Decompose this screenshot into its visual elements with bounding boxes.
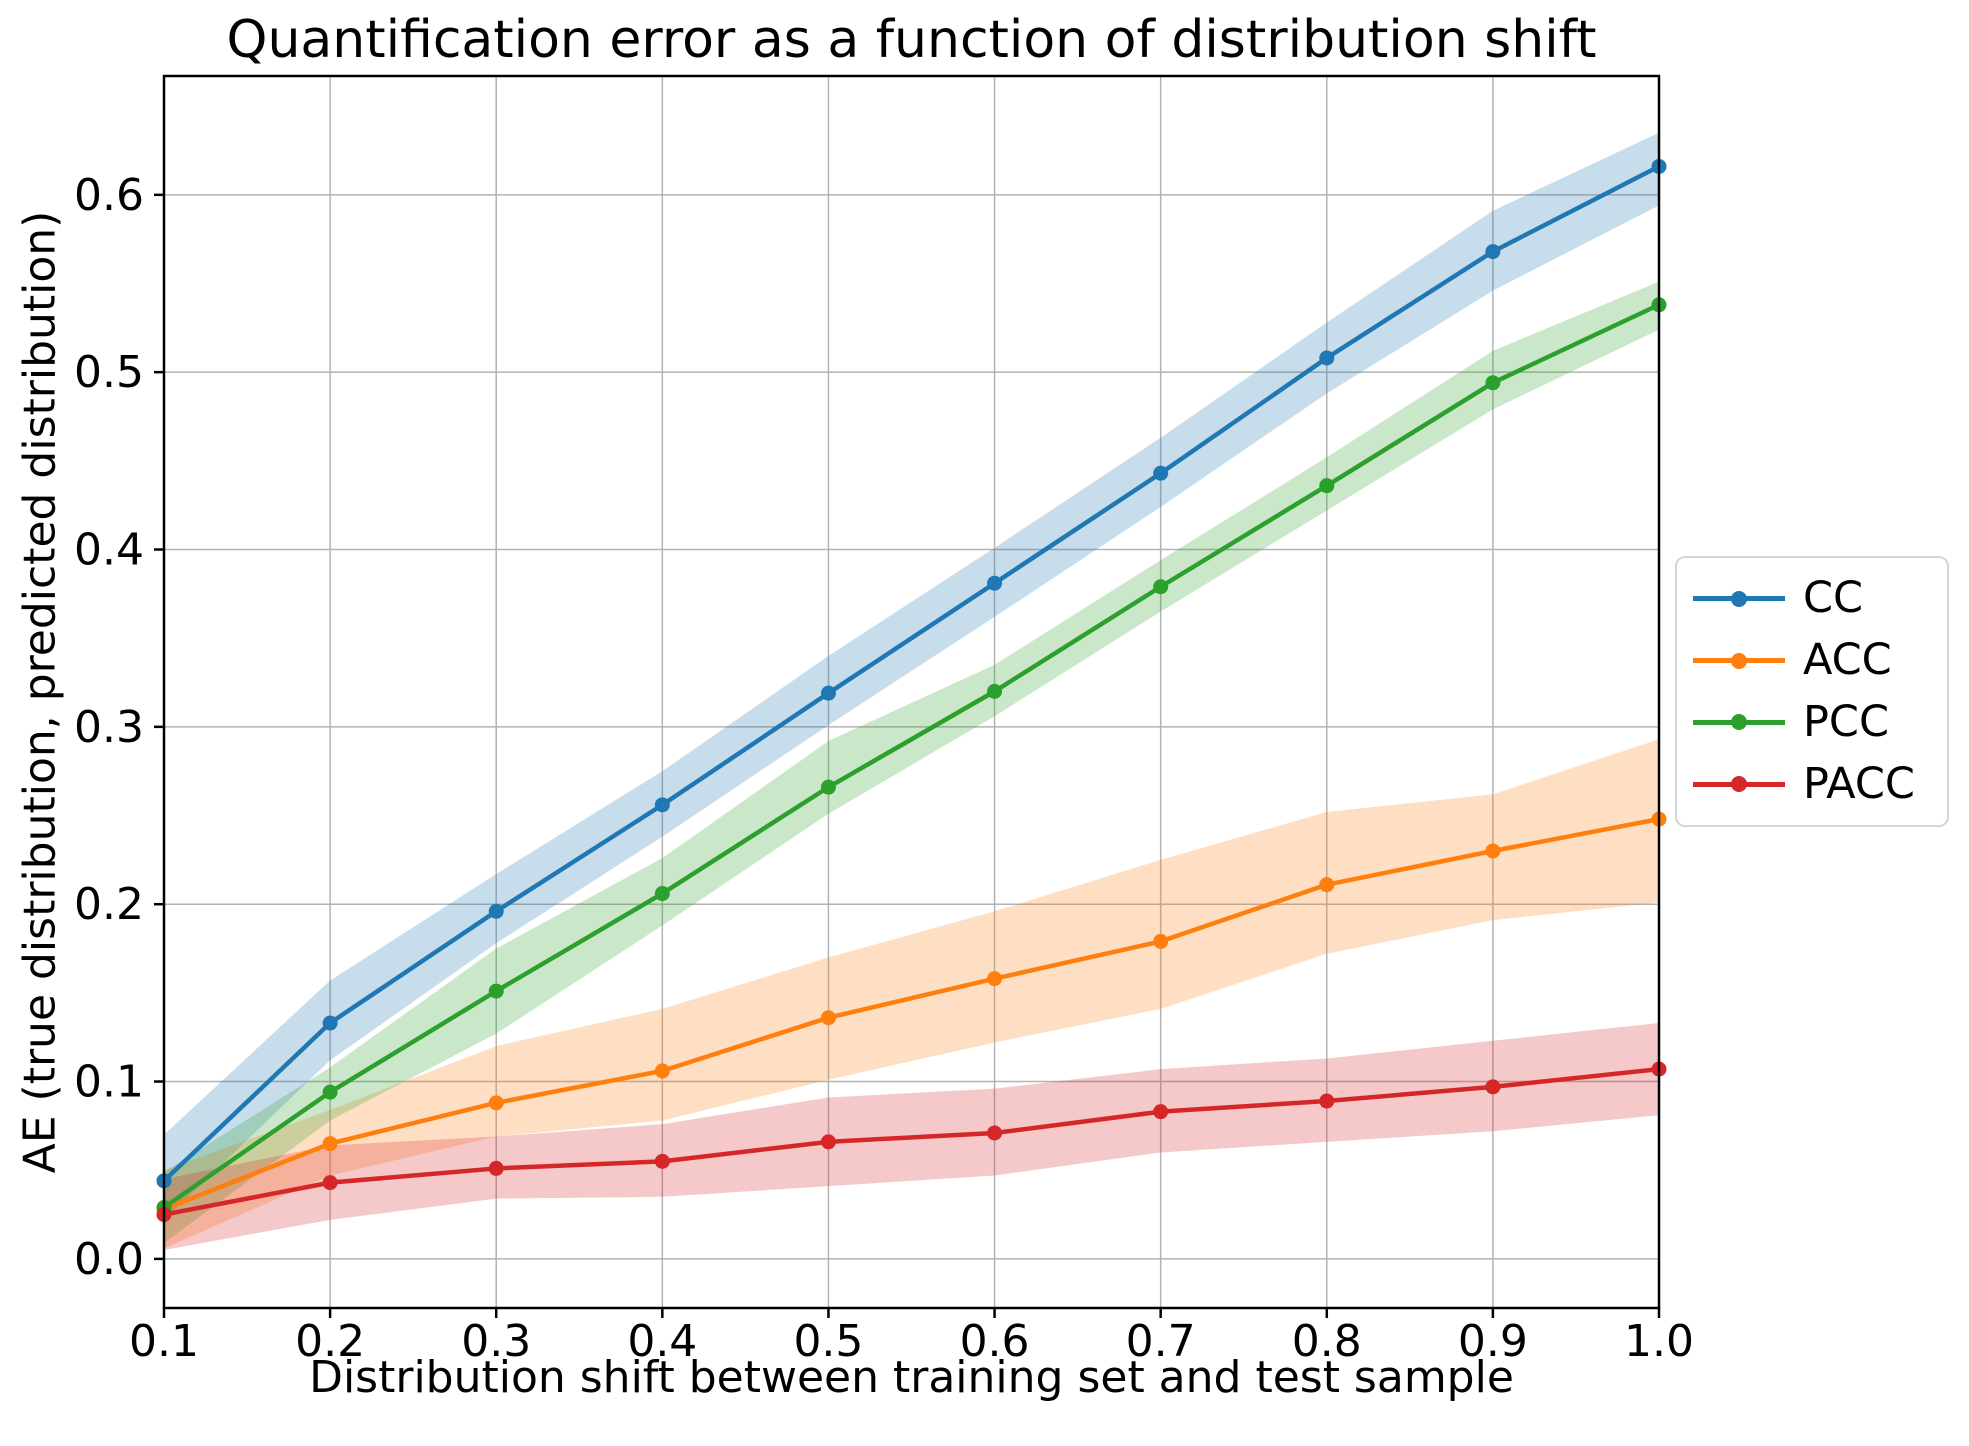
data-point-CC	[488, 903, 504, 919]
data-point-ACC	[1319, 877, 1335, 893]
series-line-ACC	[161, 816, 1662, 1212]
x-tick-label: 0.6	[960, 1316, 1030, 1367]
y-tick-label: 0.3	[74, 702, 144, 753]
confidence-band-ACC	[164, 739, 1659, 1249]
data-point-CC	[820, 685, 836, 701]
legend-marker-icon	[1731, 652, 1747, 669]
data-point-PACC	[488, 1160, 504, 1176]
data-point-PACC	[322, 1175, 338, 1191]
data-point-PCC	[1319, 478, 1335, 494]
legend-label-CC: CC	[1803, 573, 1864, 624]
y-tick-label: 0.4	[74, 525, 144, 576]
data-point-PCC	[488, 983, 504, 999]
data-point-PACC	[1153, 1104, 1169, 1120]
y-axis-label: AE (true distribution, predicted distrib…	[14, 210, 66, 1174]
chart-title: Quantification error as a function of di…	[226, 10, 1597, 70]
legend-line-sample-PACC	[1693, 776, 1785, 793]
x-tick-label: 0.3	[461, 1316, 531, 1367]
data-point-ACC	[488, 1095, 504, 1111]
data-point-ACC	[1485, 843, 1501, 859]
legend-line-sample-PCC	[1693, 714, 1785, 731]
data-point-PCC	[1485, 375, 1501, 391]
data-point-CC	[987, 575, 1003, 591]
x-tick-label: 0.8	[1292, 1316, 1362, 1367]
data-point-PACC	[987, 1125, 1003, 1141]
y-tick-label: 0.5	[74, 347, 144, 398]
data-point-PCC	[1153, 579, 1169, 595]
confidence-band-PCC	[164, 281, 1659, 1243]
data-point-CC	[1485, 244, 1501, 260]
legend-item-PCC: PCC	[1693, 696, 1947, 747]
data-point-ACC	[1153, 933, 1169, 949]
legend-marker-icon	[1731, 590, 1747, 607]
legend-line-sample-CC	[1693, 590, 1785, 607]
series-line-PACC	[161, 1066, 1662, 1217]
data-point-PCC	[987, 683, 1003, 699]
x-tick-label: 0.7	[1126, 1316, 1196, 1367]
confidence-band-CC	[164, 132, 1659, 1220]
legend-item-PACC: PACC	[1693, 758, 1947, 809]
series-line-PCC	[161, 302, 1662, 1210]
x-tick-label: 0.5	[793, 1316, 863, 1367]
y-tick-label: 0.0	[74, 1234, 144, 1285]
data-point-PCC	[654, 886, 670, 902]
data-point-PACC	[1319, 1093, 1335, 1109]
x-axis-label: Distribution shift between training set …	[309, 1352, 1514, 1403]
data-point-ACC	[987, 971, 1003, 987]
data-point-ACC	[820, 1010, 836, 1026]
data-point-PCC	[820, 779, 836, 795]
legend-marker-icon	[1731, 714, 1747, 731]
series-line-CC	[161, 164, 1662, 1184]
legend-item-CC: CC	[1693, 577, 1947, 620]
y-tick-label: 0.6	[74, 170, 144, 221]
x-tick-label: 0.1	[129, 1316, 199, 1367]
axes-spines	[162, 74, 1661, 1310]
x-tick-label: 1.0	[1624, 1316, 1694, 1367]
legend-label-ACC: ACC	[1803, 635, 1892, 686]
x-tick-label: 0.9	[1458, 1316, 1528, 1367]
legend-label-PACC: PACC	[1803, 758, 1915, 809]
data-point-PACC	[1485, 1079, 1501, 1095]
data-point-CC	[322, 1015, 338, 1031]
legend-line-sample-ACC	[1693, 652, 1785, 669]
y-tick-label: 0.1	[74, 1057, 144, 1108]
legend-marker-icon	[1731, 776, 1747, 793]
data-point-ACC	[322, 1136, 338, 1152]
legend: CC ACC PCC PACC	[1675, 556, 1949, 827]
y-tick-label: 0.2	[74, 879, 144, 930]
data-point-CC	[1153, 465, 1169, 481]
x-tick-label: 0.4	[627, 1316, 697, 1367]
x-tick-label: 0.2	[295, 1316, 365, 1367]
legend-label-PCC: PCC	[1803, 696, 1889, 747]
data-point-CC	[1319, 350, 1335, 366]
data-point-PCC	[322, 1084, 338, 1100]
data-point-ACC	[654, 1063, 670, 1079]
data-point-CC	[654, 797, 670, 813]
data-point-PACC	[654, 1153, 670, 1169]
legend-item-ACC: ACC	[1693, 639, 1947, 682]
data-point-PACC	[820, 1134, 836, 1150]
